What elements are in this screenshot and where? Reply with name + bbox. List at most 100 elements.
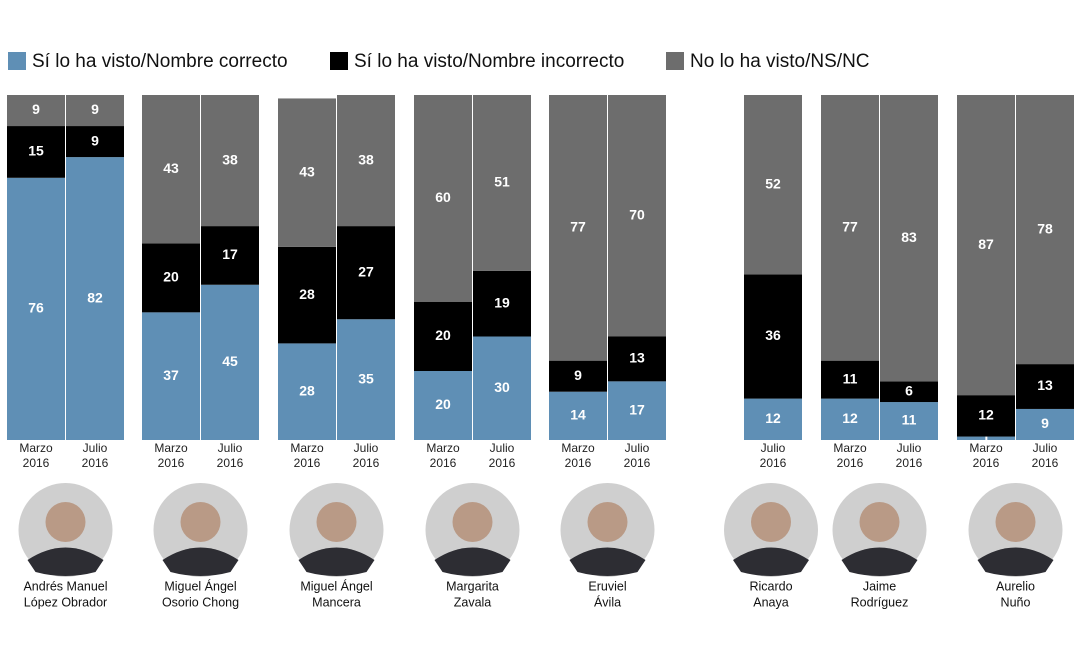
photo-face: [452, 502, 493, 542]
value-label: 43: [299, 163, 315, 179]
candidate-name: Margarita: [446, 579, 499, 593]
period-label: 2016: [973, 456, 1000, 470]
bar-segment: [414, 302, 472, 371]
bar-segment: [549, 391, 607, 440]
candidate-name: Mancera: [312, 595, 361, 609]
candidate-name: Aurelio: [996, 579, 1035, 593]
value-label: 13: [1037, 377, 1053, 393]
period-label: Marzo: [19, 441, 53, 455]
candidate-name: Ricardo: [749, 579, 792, 593]
value-label: 12: [765, 410, 781, 426]
period-label: Julio: [490, 441, 515, 455]
bar-segment: [880, 402, 938, 440]
period-label: 2016: [23, 456, 50, 470]
value-label: 9: [32, 101, 40, 117]
bar-segment: [957, 436, 1015, 440]
period-label: 2016: [624, 456, 651, 470]
photo-body: [569, 547, 646, 576]
photo-face: [180, 502, 221, 542]
period-label: Julio: [1033, 441, 1058, 455]
value-label: 77: [842, 219, 858, 235]
candidate-name: Miguel Ángel: [164, 578, 236, 593]
candidate-name: Zavala: [454, 595, 492, 609]
legend-swatch: [666, 52, 684, 70]
value-label: 9: [91, 132, 99, 148]
bar-segment: [608, 95, 666, 337]
bar-segment: [880, 95, 938, 382]
photo-face: [751, 502, 791, 542]
value-label: 12: [978, 407, 994, 423]
period-label: 2016: [294, 456, 321, 470]
value-label: 43: [163, 160, 179, 176]
period-label: Marzo: [561, 441, 595, 455]
value-label: 82: [87, 289, 103, 305]
bar-segment: [66, 95, 124, 127]
value-label: 76: [28, 300, 44, 316]
period-label: Julio: [354, 441, 379, 455]
candidate-name: Miguel Ángel: [300, 578, 372, 593]
photo-body: [162, 547, 239, 576]
bar-segment: [744, 274, 802, 399]
value-label: 9: [1041, 415, 1049, 431]
legend-swatch: [330, 52, 348, 70]
bar-segment: [1016, 95, 1074, 365]
value-label: 19: [494, 294, 510, 310]
bar-segment: [957, 95, 1015, 396]
period-label: Julio: [83, 441, 108, 455]
period-label: 2016: [158, 456, 185, 470]
bar-segment: [414, 371, 472, 440]
period-label: Julio: [218, 441, 243, 455]
bar-segment: [608, 381, 666, 440]
value-label: 38: [222, 151, 238, 167]
bar-segment: [473, 270, 531, 337]
bar-segment: [201, 284, 259, 440]
bar-segment: [821, 398, 879, 440]
photo-body: [27, 547, 104, 576]
bar-segment: [744, 95, 802, 275]
photo-body: [841, 547, 918, 576]
value-label: 9: [91, 101, 99, 117]
value-label: 51: [494, 174, 510, 190]
bar-segment: [1016, 408, 1074, 440]
bar-segment: [337, 226, 395, 320]
photo-body: [733, 547, 809, 576]
value-label: 1: [982, 429, 990, 445]
value-label: 60: [435, 189, 451, 205]
bar-segment: [201, 226, 259, 285]
period-label: Julio: [625, 441, 650, 455]
photo-face: [316, 502, 357, 542]
period-label: 2016: [1032, 456, 1059, 470]
bar-segment: [7, 95, 65, 127]
candidate-name: Andrés Manuel: [23, 579, 107, 593]
legend-label: Sí lo ha visto/Nombre incorrecto: [354, 51, 624, 72]
value-label: 52: [765, 175, 781, 191]
value-label: 12: [842, 410, 858, 426]
value-label: 14: [570, 407, 586, 423]
period-label: 2016: [565, 456, 592, 470]
period-label: Julio: [761, 441, 786, 455]
value-label: 36: [765, 327, 781, 343]
value-label: 38: [358, 151, 374, 167]
value-label: 70: [629, 206, 645, 222]
value-label: 77: [570, 219, 586, 235]
value-label: 83: [901, 229, 917, 245]
value-label: 17: [629, 401, 645, 417]
value-label: 37: [163, 367, 179, 383]
value-label: 13: [629, 350, 645, 366]
period-label: 2016: [217, 456, 244, 470]
value-label: 20: [435, 396, 451, 412]
bar-segment: [821, 360, 879, 399]
value-label: 17: [222, 246, 238, 262]
bar-segment: [549, 95, 607, 361]
bar-segment: [278, 246, 336, 344]
bar-segment: [142, 95, 200, 244]
bar-segment: [66, 126, 124, 158]
candidate-name: Ávila: [594, 594, 621, 609]
bar-segment: [414, 95, 472, 302]
bar-segment: [549, 360, 607, 392]
value-label: 27: [358, 263, 374, 279]
candidate-name: Eruviel: [588, 579, 626, 593]
photo-body: [434, 547, 511, 576]
value-label: 28: [299, 382, 315, 398]
